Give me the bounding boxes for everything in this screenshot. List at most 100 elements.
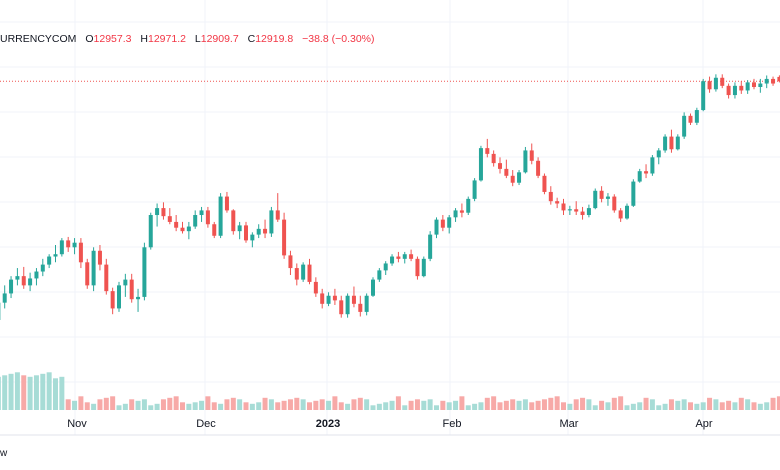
candle-body — [174, 221, 179, 228]
candle-body — [212, 224, 217, 236]
high-label: H — [140, 33, 148, 45]
volume-bar — [287, 399, 293, 410]
close-label: C — [247, 33, 256, 45]
candle-body — [377, 270, 382, 280]
candle-body — [669, 136, 674, 150]
candle-body — [97, 250, 102, 265]
candle-body — [694, 110, 699, 123]
candle-body — [631, 181, 636, 206]
candle-body — [656, 150, 661, 158]
candle-body — [498, 163, 502, 169]
candle-body — [771, 78, 776, 84]
volume-bar — [186, 403, 192, 410]
x-tick-label: Nov — [67, 418, 87, 430]
volume-bar — [129, 399, 135, 410]
volume-bar — [230, 397, 236, 410]
candle-body — [421, 258, 426, 277]
volume-bar — [218, 403, 224, 410]
volume-bar — [586, 399, 592, 410]
volume-bar — [554, 396, 560, 410]
volume-bar — [548, 397, 554, 410]
volume-bar — [262, 397, 268, 410]
candle-body — [218, 196, 223, 236]
candle-body — [758, 83, 763, 87]
candle-body — [415, 258, 420, 277]
volume-bar — [491, 396, 497, 410]
candle-body — [523, 150, 528, 173]
open-value: 12957.3 — [93, 33, 132, 45]
volume-bar — [440, 400, 446, 410]
volume-bar — [484, 397, 490, 410]
volume-bar — [561, 402, 566, 410]
candle-body — [34, 271, 39, 279]
volume-bar — [205, 396, 211, 410]
low-label: L — [194, 33, 201, 45]
volume-bar — [719, 402, 725, 410]
volume-bar — [757, 403, 763, 410]
candle-body — [434, 219, 439, 235]
volume-bar — [78, 396, 84, 410]
candle-body — [586, 208, 591, 216]
volume-bar — [148, 405, 154, 410]
open-label: O — [85, 33, 94, 45]
x-tick-label: 2023 — [316, 418, 340, 430]
candle-body — [561, 203, 566, 211]
volume-bar — [713, 399, 719, 410]
volume-bar — [389, 400, 395, 410]
volume-bar — [732, 402, 738, 410]
candle-body — [612, 196, 617, 211]
candle-body — [110, 291, 115, 309]
volume-bar — [294, 397, 300, 410]
candle-body — [288, 255, 293, 269]
volume-bar — [472, 403, 478, 410]
volume-bar — [319, 399, 325, 410]
candle-body — [104, 264, 109, 292]
candle-body — [294, 268, 299, 280]
candle-body — [580, 211, 585, 216]
candle-body — [542, 175, 547, 192]
volume-bar — [33, 375, 39, 410]
candle-body — [320, 293, 325, 304]
volume-bar — [0, 376, 1, 410]
volume-bar — [167, 397, 173, 410]
candle-body — [40, 264, 45, 272]
volume-bar — [700, 402, 706, 410]
volume-bar — [313, 400, 319, 410]
candle-body — [244, 225, 248, 241]
volume-bar — [522, 399, 528, 410]
candle-body — [682, 115, 687, 137]
candle-body — [548, 191, 553, 202]
candle-body — [567, 209, 572, 211]
candle-body — [453, 210, 458, 218]
volume-bar — [192, 402, 198, 410]
candle-body — [263, 228, 268, 234]
candle-body — [142, 247, 147, 297]
volume-bar — [326, 400, 332, 410]
volume-bar — [224, 399, 230, 410]
volume-bar — [40, 373, 46, 410]
volume-bar — [249, 403, 255, 410]
volume-bar — [643, 397, 649, 410]
candle-body — [21, 276, 26, 286]
candle-body — [364, 295, 369, 312]
candle-body — [688, 115, 693, 123]
volume-bar — [72, 400, 78, 410]
volume-bar — [618, 396, 624, 410]
candle-body — [720, 77, 725, 86]
candle-body — [555, 201, 560, 204]
volume-bar — [91, 403, 97, 410]
volume-bar — [376, 403, 382, 410]
volume-bars — [0, 372, 780, 410]
candle-body — [301, 264, 306, 280]
candle-body — [15, 276, 20, 280]
volume-bar — [745, 399, 751, 410]
volume-bar — [237, 399, 243, 410]
volume-bar — [395, 396, 401, 410]
candle-body — [574, 209, 579, 212]
volume-bar — [694, 403, 700, 410]
volume-bar — [211, 402, 217, 410]
volume-bar — [141, 399, 147, 410]
time-axis-labels: Nov Dec 2023 Feb Mar Apr — [67, 418, 713, 430]
candle-body — [199, 210, 204, 216]
